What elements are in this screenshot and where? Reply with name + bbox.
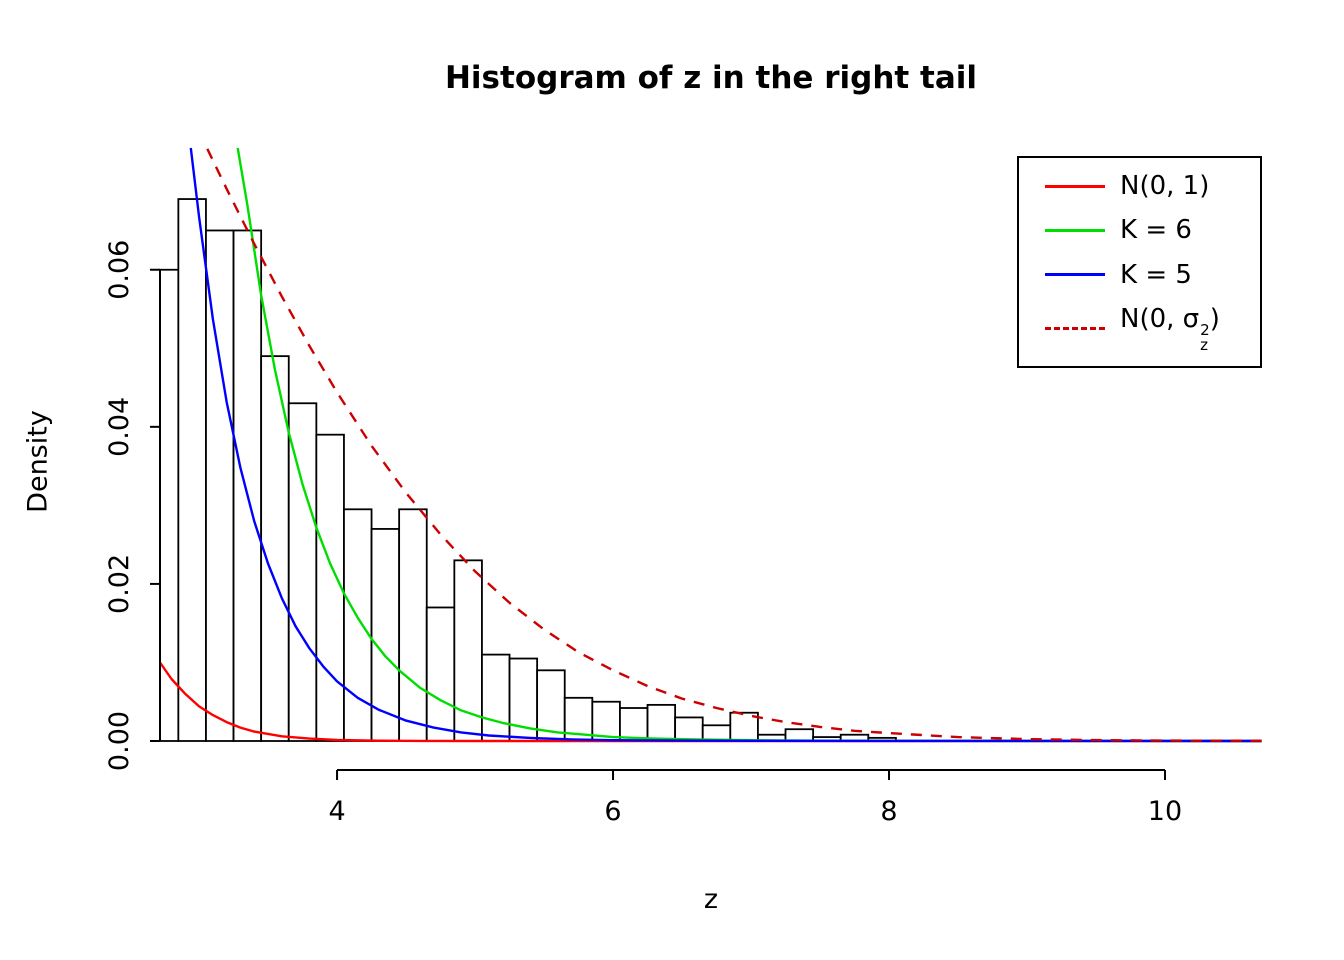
histogram-bar — [343, 508, 373, 742]
legend-line-n0sigma — [1045, 326, 1105, 330]
legend-label-n0sigma: N(0, σ 2 z) — [1120, 304, 1220, 354]
histogram-bar — [159, 268, 180, 742]
histogram-bar — [425, 606, 456, 742]
legend-label-k6: K = 6 — [1120, 215, 1192, 246]
histogram-bar — [177, 198, 207, 742]
curve-n0sigma — [206, 148, 1262, 742]
curve-k5 — [189, 147, 1262, 743]
histogram-bar — [398, 508, 428, 742]
histogram-bar — [591, 700, 621, 742]
histogram-bar — [232, 229, 263, 742]
histogram-bar — [646, 703, 677, 742]
x-tick-label: 8 — [880, 796, 897, 827]
y-tick-label: 0.06 — [104, 240, 135, 300]
histogram-bar — [674, 716, 704, 742]
histogram-bar — [619, 707, 649, 742]
histogram-bar — [784, 728, 815, 742]
legend-label-k5: K = 5 — [1120, 259, 1192, 290]
histogram-bar — [481, 653, 511, 742]
histogram-bar — [260, 355, 290, 742]
histogram-bar — [205, 229, 235, 742]
legend-entry-k5: K = 5 — [1019, 260, 1260, 290]
legend-line-k6 — [1045, 228, 1105, 232]
legend-line-k5 — [1045, 273, 1105, 277]
y-tick-label: 0.00 — [104, 711, 135, 771]
legend-entry-n0sigma: N(0, σ 2 z) — [1019, 304, 1260, 353]
histogram-bar — [315, 433, 345, 742]
y-tick-label: 0.02 — [104, 554, 135, 614]
y-axis-label: Density — [22, 410, 54, 513]
histogram-bar — [453, 559, 483, 742]
y-tick-label: 0.04 — [104, 397, 135, 457]
legend-entry-k6: K = 6 — [1019, 215, 1260, 245]
x-tick-label: 6 — [604, 796, 621, 827]
legend-label-n01: N(0, 1) — [1120, 171, 1210, 202]
legend-entry-n01: N(0, 1) — [1019, 171, 1260, 201]
legend-line-n01 — [1045, 184, 1105, 188]
curve-n01 — [159, 661, 1262, 743]
x-tick-label: 10 — [1148, 796, 1182, 827]
chart-title: Histogram of z in the right tail — [444, 60, 977, 96]
x-axis-label: z — [703, 884, 719, 915]
histogram-bar — [287, 402, 318, 742]
x-tick-label: 4 — [328, 796, 345, 827]
curve-k6 — [236, 147, 1262, 743]
legend-box: N(0, 1) K = 6 K = 5 N(0, σ 2 z) — [1017, 156, 1262, 368]
